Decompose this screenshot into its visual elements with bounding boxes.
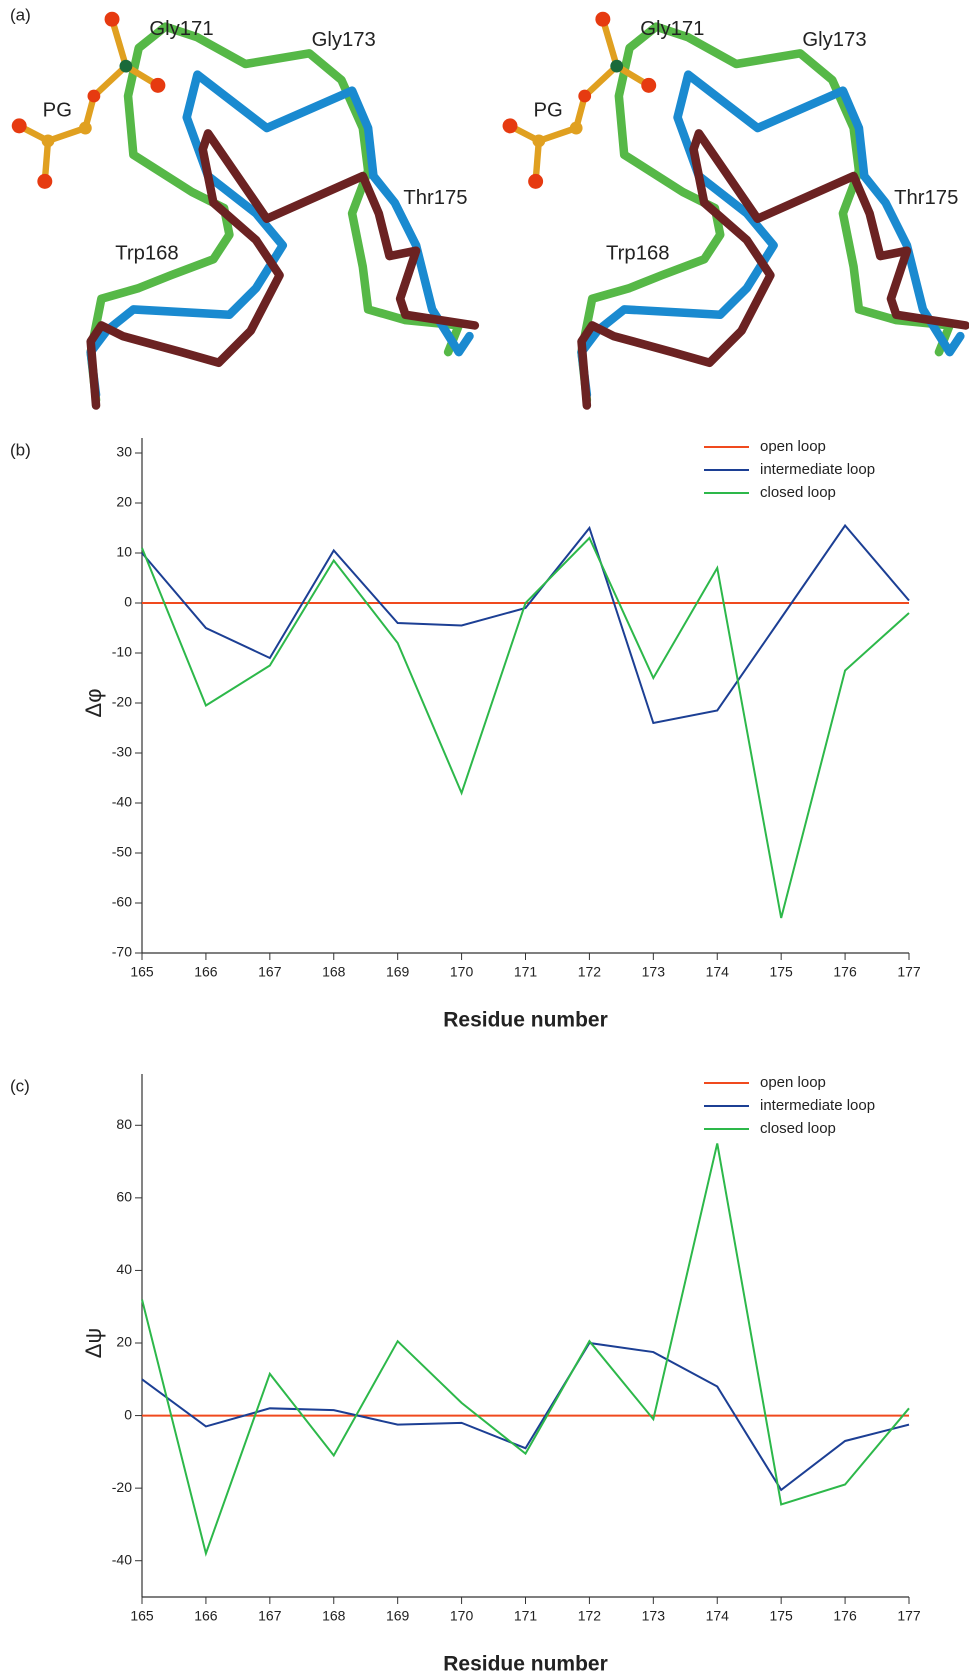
- panel-label: (a): [10, 5, 31, 24]
- legend-label: open loop: [760, 438, 826, 455]
- x-axis-label: Residue number: [443, 1653, 608, 1673]
- x-tick-label: 169: [386, 964, 410, 980]
- y-axis-label: Δφ: [81, 689, 106, 718]
- x-tick-label: 165: [130, 1608, 154, 1624]
- panel-label: (b): [10, 440, 31, 459]
- y-tick-label: 0: [124, 594, 132, 610]
- x-tick-label: 171: [514, 964, 538, 980]
- annotation: Gly171: [149, 18, 213, 40]
- x-tick-label: 177: [897, 964, 921, 980]
- x-tick-label: 172: [578, 964, 602, 980]
- y-tick-label: 40: [116, 1261, 132, 1277]
- y-tick-label: 20: [116, 494, 132, 510]
- annotation: Thr175: [403, 187, 467, 209]
- annotation: Trp168: [606, 242, 669, 264]
- y-tick-label: -40: [112, 1551, 132, 1567]
- x-axis-label: Residue number: [443, 1009, 608, 1032]
- y-axis-label: Δψ: [81, 1328, 106, 1358]
- y-tick-label: -70: [112, 944, 132, 960]
- y-tick-label: -40: [112, 794, 132, 810]
- y-tick-label: 10: [116, 544, 132, 560]
- y-tick-label: 20: [116, 1334, 132, 1350]
- chart: (c) -40 -20 0 20 40 60 80 165 166 167 168 169 170 171 1…: [10, 1074, 921, 1673]
- x-tick-label: 165: [130, 964, 154, 980]
- legend-label: intermediate loop: [760, 461, 875, 478]
- x-tick-label: 171: [514, 1608, 538, 1624]
- x-tick-label: 175: [769, 1608, 793, 1624]
- panel-label: (c): [10, 1076, 30, 1095]
- annotation: Gly171: [640, 18, 704, 40]
- annotation: Thr175: [894, 187, 958, 209]
- x-tick-label: 167: [258, 964, 282, 980]
- x-tick-label: 168: [322, 1608, 346, 1624]
- data-line: [142, 538, 909, 918]
- y-tick-label: -60: [112, 894, 132, 910]
- legend-label: intermediate loop: [760, 1097, 875, 1114]
- y-tick-label: -30: [112, 744, 132, 760]
- data-line: [142, 1143, 909, 1553]
- x-tick-label: 174: [706, 1608, 730, 1624]
- annotation: Gly173: [802, 29, 866, 51]
- x-tick-label: 176: [833, 1608, 857, 1624]
- x-tick-label: 169: [386, 1608, 410, 1624]
- x-tick-label: 166: [194, 964, 218, 980]
- x-tick-label: 167: [258, 1608, 282, 1624]
- annotation: Trp168: [115, 242, 178, 264]
- figure: (a) PG Gly171 Gly173 Thr175 Trp168: [0, 0, 969, 1673]
- x-tick-label: 173: [642, 1608, 666, 1624]
- x-tick-label: 170: [450, 1608, 474, 1624]
- x-tick-label: 174: [706, 964, 730, 980]
- y-tick-label: -10: [112, 644, 132, 660]
- x-tick-label: 176: [833, 964, 857, 980]
- molecule-stereo: PG Gly171 Gly173 Thr175 Trp168 PG Gly171…: [12, 12, 966, 406]
- legend-label: closed loop: [760, 484, 836, 501]
- molecule-view: PG Gly171 Gly173 Thr175 Trp168: [503, 12, 966, 406]
- y-tick-label: -20: [112, 694, 132, 710]
- x-tick-label: 175: [769, 964, 793, 980]
- annotation: Gly173: [312, 29, 376, 51]
- x-tick-label: 173: [642, 964, 666, 980]
- legend-label: closed loop: [760, 1120, 836, 1137]
- x-tick-label: 168: [322, 964, 346, 980]
- x-tick-label: 177: [897, 1608, 921, 1624]
- chart: (b) -70 -60 -50 -40 -30 -20 -10 0 10 20 30 165 166 167…: [10, 438, 921, 1032]
- data-line: [142, 526, 909, 724]
- annotation: PG: [43, 99, 72, 121]
- molecule-view: PG Gly171 Gly173 Thr175 Trp168: [12, 12, 475, 406]
- x-tick-label: 166: [194, 1608, 218, 1624]
- y-tick-label: 80: [116, 1116, 132, 1132]
- y-tick-label: 0: [124, 1406, 132, 1422]
- legend-label: open loop: [760, 1074, 826, 1091]
- x-tick-label: 170: [450, 964, 474, 980]
- x-tick-label: 172: [578, 1608, 602, 1624]
- y-tick-label: -50: [112, 844, 132, 860]
- annotation: PG: [534, 99, 563, 121]
- y-tick-label: 60: [116, 1189, 132, 1205]
- y-tick-label: -20: [112, 1479, 132, 1495]
- y-tick-label: 30: [116, 444, 132, 460]
